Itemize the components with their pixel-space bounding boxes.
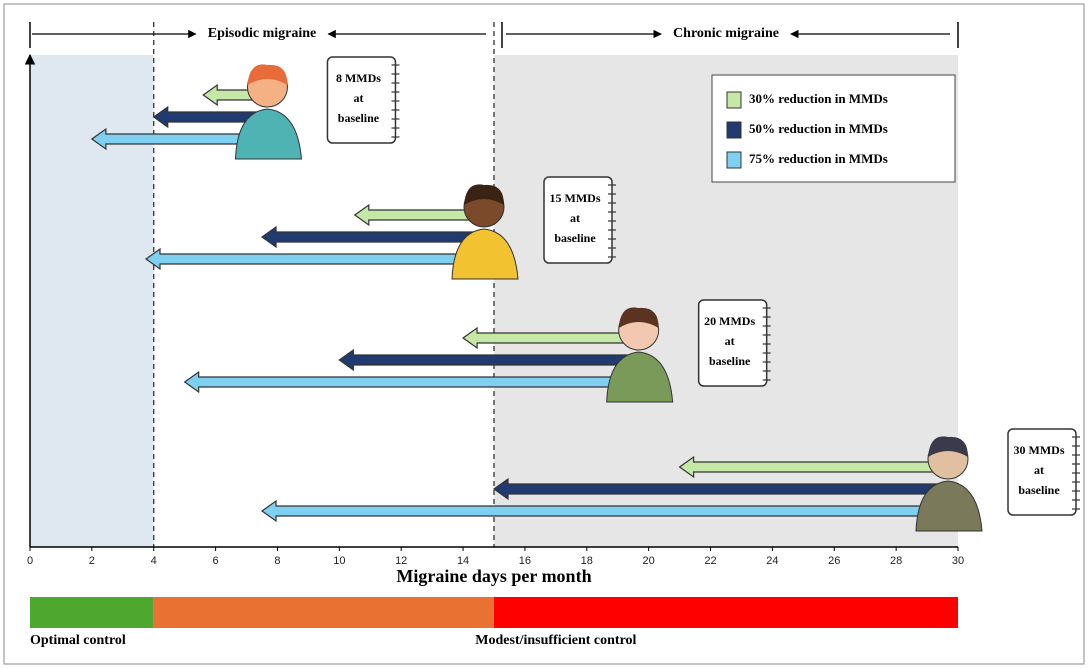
figure-body [234, 108, 303, 160]
baseline-label: 30 MMDs [1014, 443, 1065, 457]
baseline-label: at [725, 334, 735, 348]
notepad [1007, 428, 1077, 516]
baseline-label: at [1034, 463, 1044, 477]
legend-label: 30% reduction in MMDs [749, 91, 888, 106]
notepad [326, 56, 397, 144]
figure-hair [928, 436, 968, 457]
legend-label: 50% reduction in MMDs [749, 121, 888, 136]
x-tick-label: 22 [704, 555, 716, 567]
baseline-label: 15 MMDs [550, 191, 601, 205]
legend-box [711, 74, 956, 183]
region-label: Chronic migraine [673, 26, 779, 41]
zone-shading [30, 55, 154, 547]
baseline-label: 8 MMDs [336, 71, 381, 85]
x-axis-title: Migraine days per month [396, 566, 591, 586]
baseline-label: 20 MMDs [704, 314, 755, 328]
control-band [494, 597, 958, 628]
x-tick-label: 14 [457, 555, 469, 567]
control-label: Optimal control [30, 633, 126, 648]
figure-hair [464, 184, 504, 205]
x-tick-label: 24 [766, 555, 778, 567]
x-tick-label: 10 [333, 555, 345, 567]
control-label: Modest/insufficient control [475, 633, 636, 648]
x-tick-label: 20 [643, 555, 655, 567]
figure-hair [618, 307, 659, 328]
notepad [543, 176, 613, 264]
figure-body [606, 351, 674, 403]
control-band [30, 597, 154, 628]
baseline-label: baseline [709, 354, 751, 368]
x-tick-label: 4 [151, 555, 157, 567]
notepad [697, 299, 768, 387]
legend-swatch [726, 121, 742, 139]
control-band [153, 597, 494, 628]
x-tick-label: 16 [519, 555, 531, 567]
figure-body [451, 228, 519, 280]
x-tick-label: 28 [890, 555, 902, 567]
legend-swatch [726, 91, 742, 109]
baseline-label: baseline [554, 231, 596, 245]
x-tick-label: 0 [27, 555, 33, 567]
x-tick-label: 18 [581, 555, 593, 567]
baseline-label: baseline [1018, 483, 1060, 497]
region-label: Episodic migraine [208, 26, 317, 41]
x-tick-label: 30 [952, 555, 964, 567]
x-tick-label: 12 [395, 555, 407, 567]
figure-hair [247, 64, 288, 85]
baseline-label: baseline [338, 111, 380, 125]
x-tick-label: 2 [89, 555, 95, 567]
x-tick-label: 26 [828, 555, 840, 567]
baseline-label: at [570, 211, 580, 225]
x-tick-label: 8 [274, 555, 280, 567]
figure-body [915, 480, 983, 532]
legend-swatch [726, 151, 742, 169]
x-tick-label: 6 [213, 555, 219, 567]
baseline-label: at [353, 91, 363, 105]
legend-label: 75% reduction in MMDs [749, 151, 888, 166]
